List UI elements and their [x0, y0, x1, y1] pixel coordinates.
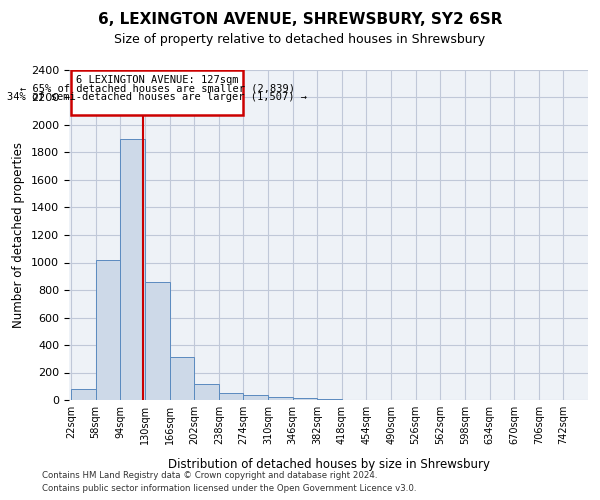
Bar: [95, 260, 120, 400]
Bar: [293, 398, 317, 400]
Text: Size of property relative to detached houses in Shrewsbury: Size of property relative to detached ho…: [115, 32, 485, 46]
Text: 6 LEXINGTON AVENUE: 127sqm: 6 LEXINGTON AVENUE: 127sqm: [76, 75, 238, 85]
Bar: [120, 138, 145, 400]
Y-axis label: Number of detached properties: Number of detached properties: [13, 142, 25, 328]
Text: ← 65% of detached houses are smaller (2,839): ← 65% of detached houses are smaller (2,…: [20, 84, 295, 94]
Bar: [244, 394, 268, 400]
Text: Contains HM Land Registry data © Crown copyright and database right 2024.: Contains HM Land Registry data © Crown c…: [42, 470, 377, 480]
Bar: [219, 393, 244, 400]
Bar: [71, 389, 95, 400]
Text: 6, LEXINGTON AVENUE, SHREWSBURY, SY2 6SR: 6, LEXINGTON AVENUE, SHREWSBURY, SY2 6SR: [98, 12, 502, 28]
Bar: [194, 384, 219, 400]
Text: 34% of semi-detached houses are larger (1,507) →: 34% of semi-detached houses are larger (…: [7, 92, 307, 102]
FancyBboxPatch shape: [71, 70, 244, 114]
Bar: [145, 282, 170, 400]
Bar: [170, 358, 194, 400]
X-axis label: Distribution of detached houses by size in Shrewsbury: Distribution of detached houses by size …: [167, 458, 490, 471]
Text: Contains public sector information licensed under the Open Government Licence v3: Contains public sector information licen…: [42, 484, 416, 493]
Bar: [268, 396, 293, 400]
